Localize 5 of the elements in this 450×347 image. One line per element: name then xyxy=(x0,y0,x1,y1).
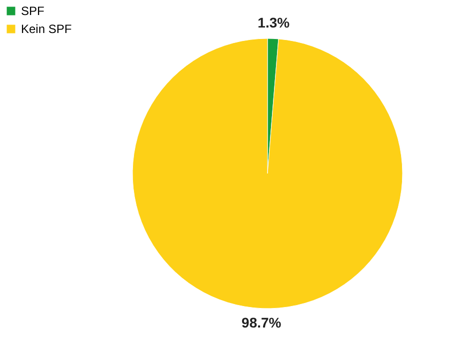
legend-label: Kein SPF xyxy=(21,22,72,36)
pie-slice xyxy=(132,38,402,309)
data-label: 98.7% xyxy=(242,314,282,330)
data-label: 1.3% xyxy=(258,14,290,31)
legend-label: SPF xyxy=(21,4,44,18)
